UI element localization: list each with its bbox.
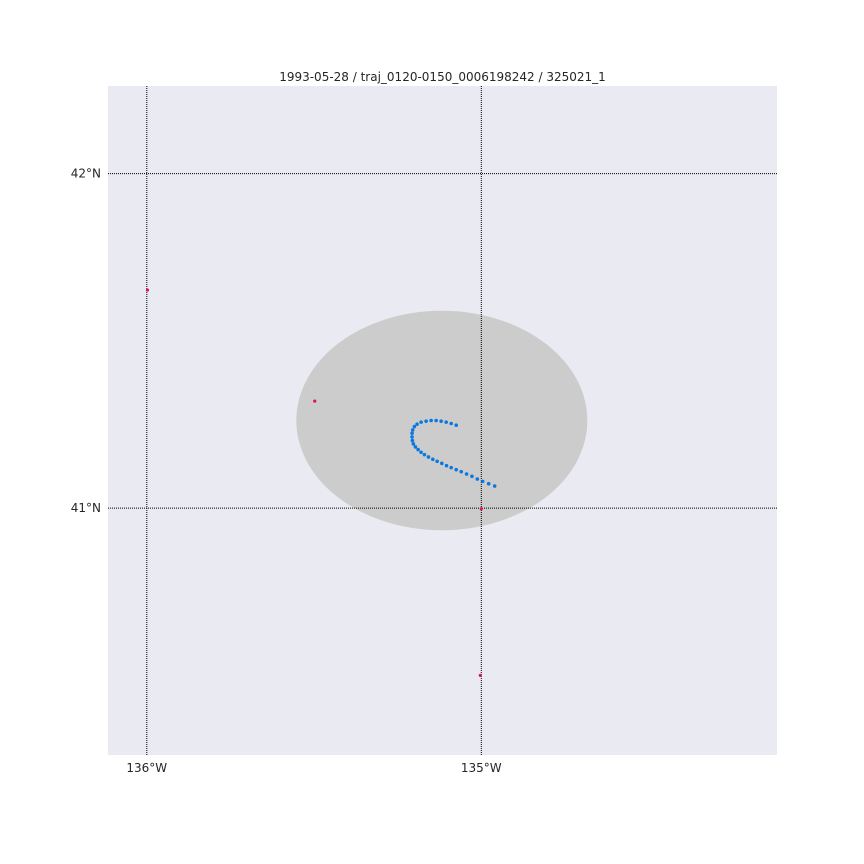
- map-title: 1993-05-28 / traj_0120-0150_0006198242 /…: [279, 70, 606, 84]
- longitude-tick-label: 135°W: [461, 761, 502, 775]
- trajectory-point: [449, 421, 453, 426]
- trajectory-point: [415, 422, 419, 426]
- observation-point: [478, 673, 482, 677]
- observation-point: [479, 507, 483, 511]
- trajectory-point: [410, 438, 415, 443]
- trajectory-point: [440, 461, 444, 466]
- trajectory-point: [419, 450, 423, 455]
- trajectory-point: [410, 435, 414, 439]
- trajectory-point: [424, 419, 428, 423]
- observation-point: [145, 288, 150, 292]
- trajectory-point: [439, 419, 443, 423]
- observation-point: [313, 399, 317, 403]
- trajectory-point: [410, 431, 414, 436]
- trajectory-point: [454, 467, 459, 472]
- trajectory-point: [419, 420, 423, 424]
- trajectory-point: [411, 442, 416, 446]
- trajectory-point: [454, 423, 459, 427]
- trajectory-point: [459, 469, 464, 474]
- trajectory-point: [470, 474, 474, 479]
- trajectory-point: [429, 418, 433, 423]
- trajectory-point: [480, 479, 485, 484]
- trajectory-point: [464, 472, 469, 476]
- trajectory-point: [449, 465, 453, 470]
- trajectory-point: [475, 477, 480, 481]
- trajectory-point: [416, 447, 420, 452]
- trajectory-point: [422, 452, 427, 457]
- trajectory-point: [412, 424, 417, 429]
- trajectory-point: [492, 484, 497, 488]
- trajectory-point: [426, 455, 431, 459]
- trajectory-point: [413, 445, 418, 449]
- trajectory-point: [434, 418, 438, 423]
- trajectory-point: [430, 457, 435, 462]
- longitude-tick-label: 136°W: [126, 761, 167, 775]
- trajectory-point: [435, 459, 439, 464]
- trajectory-point: [444, 420, 448, 424]
- latitude-tick-label: 42°N: [71, 167, 101, 181]
- latitude-tick-label: 41°N: [71, 501, 101, 515]
- trajectory-point: [410, 428, 415, 432]
- trajectory-point: [486, 481, 491, 486]
- trajectory-point: [444, 463, 449, 468]
